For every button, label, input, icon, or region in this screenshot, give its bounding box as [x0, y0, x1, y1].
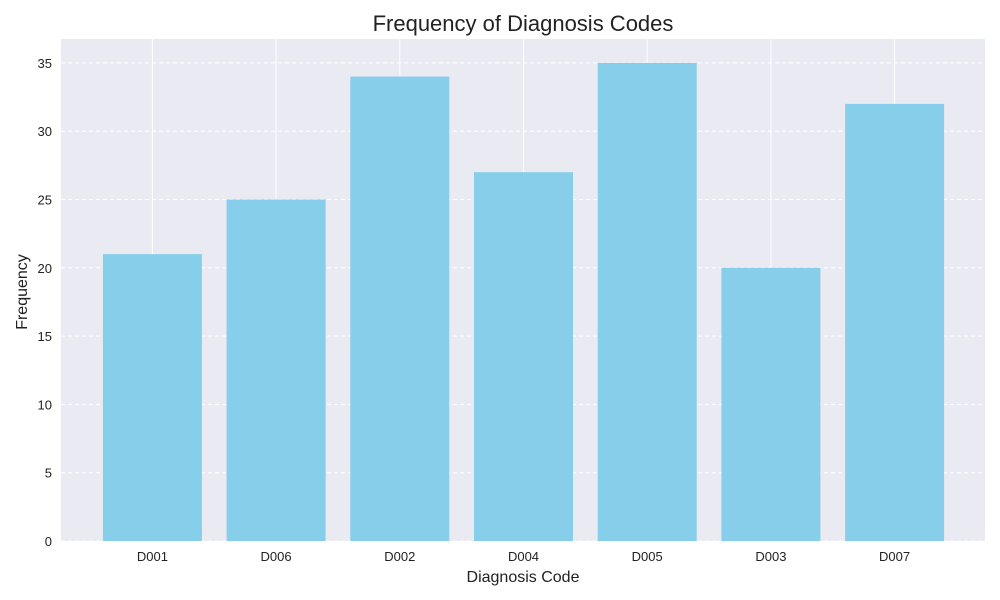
x-tick-label: D004: [508, 549, 539, 564]
y-tick-label: 5: [45, 466, 52, 481]
bar: [102, 254, 202, 541]
y-tick-label: 25: [38, 193, 52, 208]
x-axis-label: Diagnosis Code: [467, 569, 580, 586]
x-tick-label: D003: [755, 549, 786, 564]
x-tick-label: D002: [384, 549, 415, 564]
y-tick-label: 20: [38, 261, 52, 276]
bar: [350, 76, 450, 541]
y-tick-label: 0: [45, 534, 52, 549]
bars-group: [102, 62, 945, 542]
x-tick-label: D007: [879, 549, 910, 564]
bar: [597, 62, 697, 542]
y-tick-label: 30: [38, 124, 52, 139]
bar: [474, 172, 573, 542]
y-tick-label: 15: [38, 329, 52, 344]
x-tick-label: D005: [632, 549, 663, 564]
x-tick-label: D006: [261, 549, 292, 564]
y-tick-label: 35: [38, 56, 52, 71]
bar: [845, 103, 945, 542]
tick-labels: 0 5 10 15 20 25 30 35 D001 D006 D002 D004 D005 D003 D0…: [38, 56, 911, 564]
y-tick-label: 10: [38, 397, 52, 412]
bar: [226, 199, 326, 541]
bar: [721, 267, 821, 541]
y-axis-label: Frequency: [14, 254, 31, 330]
chart-title: Frequency of Diagnosis Codes: [373, 11, 674, 36]
x-tick-label: D001: [137, 549, 168, 564]
